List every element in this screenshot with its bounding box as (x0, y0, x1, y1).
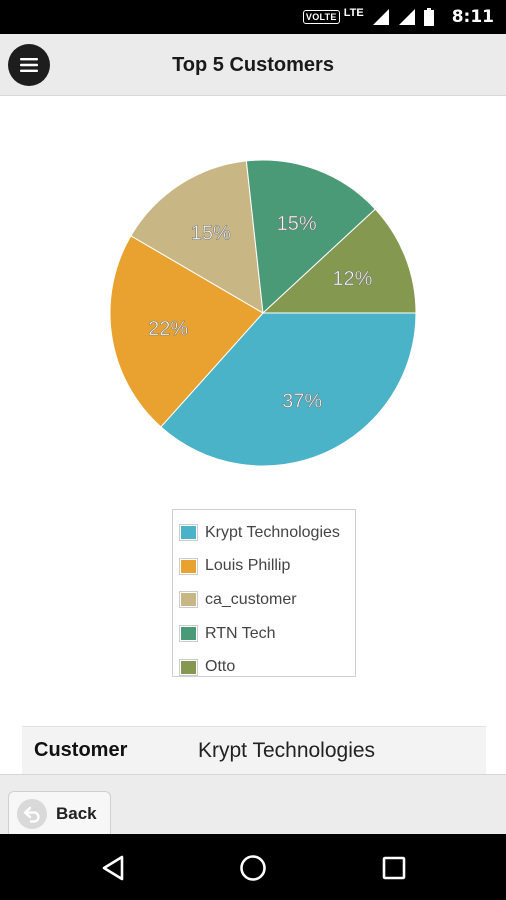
pie-data-label: 15% (277, 213, 317, 235)
nav-back-button[interactable] (93, 848, 133, 888)
legend-item[interactable]: ca_customer (179, 583, 355, 617)
pie-slice-otto[interactable] (261, 208, 417, 314)
status-bar: VOLTE LTE 8:11 (0, 0, 506, 34)
legend-label: Krypt Technologies (205, 523, 340, 541)
legend-item[interactable]: RTN Tech (179, 617, 355, 651)
back-button-label: Back (56, 803, 97, 823)
pie-data-label: 37% (282, 391, 322, 413)
chart-legend: Krypt Technologies Louis Phillip ca_custom… (172, 509, 356, 677)
legend-label: Otto (205, 658, 236, 676)
nav-back-triangle-icon (102, 855, 124, 881)
volte-indicator: VOLTE (302, 10, 340, 24)
nav-home-circle-icon (240, 855, 266, 881)
legend-label: ca_customer (205, 590, 297, 608)
detail-key: Customer (34, 739, 128, 761)
signal-icon (372, 9, 389, 25)
legend-swatch (179, 557, 198, 575)
nav-recents-button[interactable] (374, 848, 414, 888)
pie-data-label: 22% (148, 318, 188, 340)
back-arrow-icon (17, 798, 47, 829)
pie-slice-louis-phillip[interactable] (109, 235, 264, 428)
legend-item[interactable]: Krypt Technologies (179, 516, 355, 550)
page-title: Top 5 Customers (172, 54, 334, 76)
pie-slice-rtn-tech[interactable] (245, 159, 377, 315)
hamburger-menu-icon (20, 58, 38, 72)
menu-button[interactable] (8, 44, 50, 86)
nav-recents-square-icon (382, 856, 406, 880)
nav-home-button[interactable] (233, 848, 273, 888)
detail-value: Krypt Technologies (198, 738, 376, 762)
pie-data-label: 15% (191, 222, 231, 244)
app-header: Top 5 Customers (0, 34, 506, 96)
legend-swatch (179, 625, 198, 643)
pie-slice-krypt-technologies[interactable] (160, 312, 417, 467)
legend-swatch (179, 591, 198, 609)
legend-label: Louis Phillip (205, 557, 291, 575)
battery-icon (423, 8, 434, 26)
pie-chart: 37% 22% 15% 15% 12% (0, 96, 506, 496)
clock: 8:11 (451, 7, 494, 27)
back-button[interactable]: Back (8, 791, 111, 835)
pie-chart-svg: 37% 22% 15% 15% 12% (109, 159, 417, 467)
customer-detail-row: Customer Krypt Technologies (22, 726, 486, 774)
pie-data-label: 12% (332, 268, 372, 290)
legend-label: RTN Tech (205, 624, 276, 642)
android-nav-bar (0, 834, 506, 900)
legend-item[interactable]: Otto (179, 650, 355, 684)
footer-bar: Back (0, 774, 506, 835)
legend-swatch (179, 658, 198, 676)
wifi-signal-icon (398, 9, 415, 25)
legend-item[interactable]: Louis Phillip (179, 550, 355, 584)
network-type: LTE (343, 7, 364, 19)
pie-slice-ca-customer[interactable] (130, 160, 264, 314)
legend-swatch (179, 524, 198, 542)
